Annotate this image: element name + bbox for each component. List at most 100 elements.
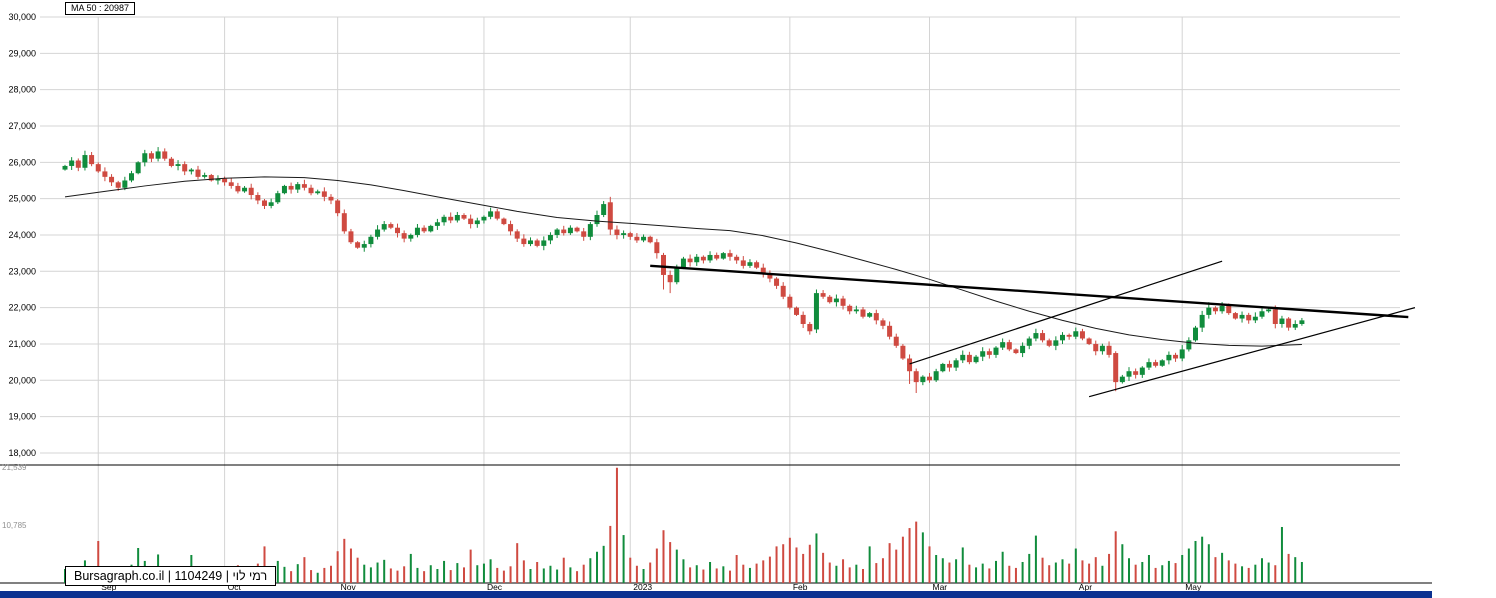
volume-tick-label: 21,539 [2, 463, 27, 472]
month-label: Oct [228, 582, 242, 592]
volume-bar [655, 548, 658, 583]
candle [381, 224, 387, 230]
candle [1299, 320, 1305, 324]
candle [641, 236, 647, 241]
trendline-2 [909, 260, 1223, 365]
volume-bar [795, 547, 798, 583]
volume-bar [536, 561, 539, 583]
candle [1246, 314, 1252, 321]
volume-bar [482, 563, 485, 583]
volume-bar [549, 565, 552, 583]
candle [368, 236, 374, 245]
volume-bar [1041, 557, 1044, 583]
candle [1252, 316, 1258, 321]
candle [1193, 327, 1198, 341]
candle [494, 211, 500, 219]
volume-bar [589, 558, 592, 583]
candle [594, 214, 600, 225]
candle [348, 231, 354, 243]
candle [328, 196, 334, 201]
candle [1040, 333, 1046, 341]
candle [528, 240, 533, 245]
candle [1153, 362, 1159, 366]
volume-bar [1174, 563, 1177, 583]
candle [1272, 309, 1278, 324]
candle [434, 222, 440, 226]
candle [1086, 338, 1092, 344]
volume-bar [489, 559, 492, 583]
volume-bar [782, 544, 785, 583]
volume-bar [1147, 554, 1150, 583]
volume-bar [582, 564, 585, 583]
volume-bar [1088, 563, 1091, 583]
volume-bar [1221, 552, 1224, 583]
volume-bar [1280, 526, 1283, 583]
volume-bar [815, 533, 818, 583]
candle [1159, 360, 1165, 366]
volume-bar [1287, 553, 1290, 583]
volume-bar [748, 567, 751, 583]
candle [1006, 342, 1012, 350]
candle [767, 273, 773, 279]
volume-bar [775, 546, 778, 583]
volume-bar [556, 569, 559, 583]
candle [195, 169, 201, 177]
candle [953, 360, 959, 368]
candle [375, 229, 381, 237]
candle [1166, 354, 1172, 361]
candle [1232, 313, 1238, 319]
candle [321, 191, 327, 197]
volume-bar [310, 570, 313, 583]
volume-bar [529, 568, 532, 583]
candle [208, 175, 214, 181]
candle [408, 234, 414, 239]
volume-bar [383, 559, 386, 583]
volume-bar [403, 566, 406, 583]
volume-bar [1028, 553, 1031, 583]
volume-bar [416, 567, 419, 583]
volume-bar [1234, 563, 1237, 583]
volume-bar [669, 542, 672, 583]
candle [973, 356, 979, 363]
volume-bar [762, 560, 765, 583]
candle [1060, 334, 1065, 341]
volume-bar [742, 564, 745, 583]
candle [109, 176, 115, 183]
volume-bar [349, 548, 352, 583]
volume-bar [1274, 565, 1277, 583]
candle [714, 254, 720, 259]
candle [1033, 333, 1039, 339]
month-labels: Sep Oct Nov Dec 2023 Feb Mar Apr May [101, 582, 1202, 592]
month-label: Sep [101, 582, 116, 592]
volume-bar [735, 554, 738, 583]
candle [980, 351, 986, 357]
candle [428, 225, 434, 232]
volume-bar [509, 566, 512, 583]
candle [202, 175, 208, 177]
candle [248, 187, 254, 196]
volume-bar [1181, 554, 1184, 583]
candle [335, 200, 341, 214]
candle [1259, 311, 1265, 317]
volume-bar [729, 570, 731, 583]
candle [1286, 318, 1292, 328]
candle [1266, 309, 1272, 312]
volume-bar [961, 547, 964, 583]
candle [341, 213, 347, 232]
candle [627, 233, 633, 237]
candle [760, 267, 766, 274]
volume-bar [915, 521, 918, 583]
candle [1279, 318, 1285, 324]
price-tick-label: 27,000 [8, 121, 36, 131]
volume-bar [768, 556, 771, 583]
candle [89, 155, 95, 165]
volume-bar [1194, 540, 1197, 583]
candle [75, 160, 81, 168]
volume-bar [569, 567, 572, 583]
candle [581, 231, 587, 237]
candle [1020, 345, 1026, 354]
candle [1226, 305, 1232, 314]
candle [501, 218, 507, 225]
candle [607, 202, 613, 230]
